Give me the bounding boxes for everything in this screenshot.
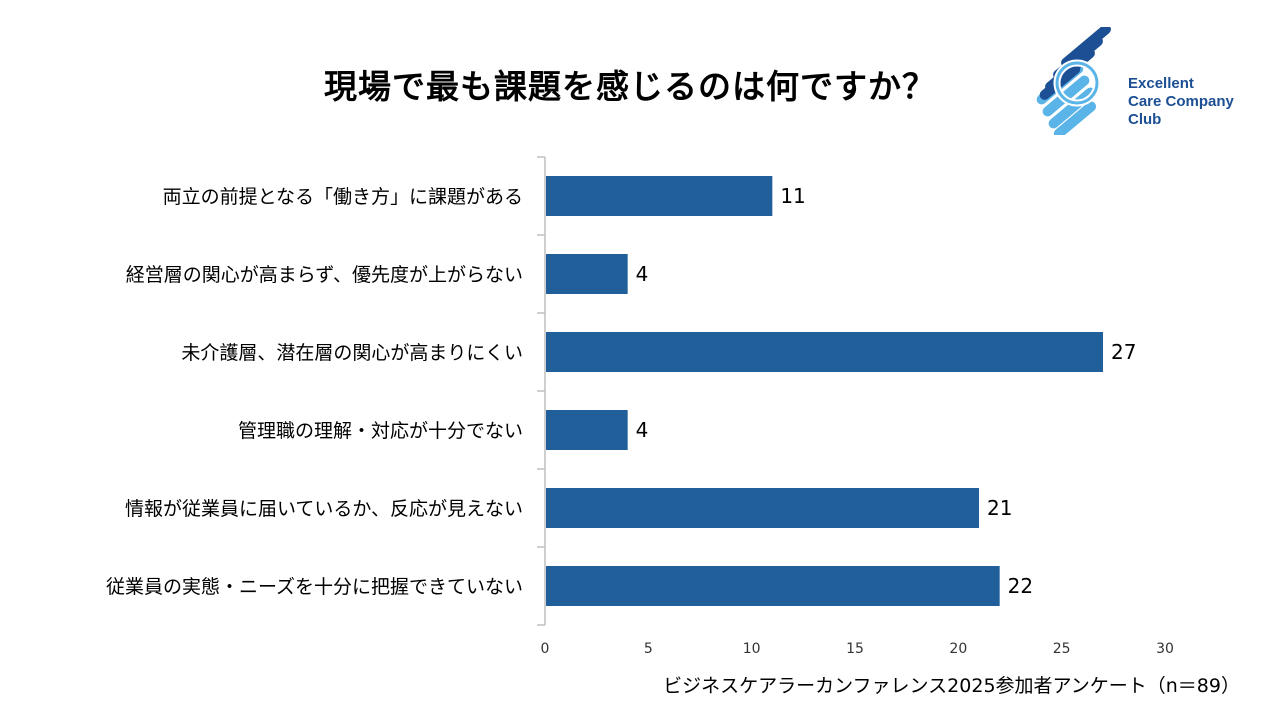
x-tick-label: 20	[949, 641, 967, 657]
bar	[546, 410, 628, 450]
data-label: 4	[636, 262, 649, 286]
x-tick-label: 25	[1053, 641, 1071, 657]
bar	[546, 332, 1103, 372]
bar	[546, 254, 628, 294]
logo-line-2: Care Company	[1128, 93, 1234, 110]
data-label: 11	[780, 184, 805, 208]
logo-wordmark: Excellent Care Company Club	[1128, 75, 1234, 129]
x-tick-label: 30	[1156, 641, 1174, 657]
data-label: 27	[1111, 340, 1136, 364]
source-footnote: ビジネスケアラーカンファレンス2025参加者アンケート（n＝89）	[663, 675, 1240, 697]
x-tick-label: 15	[846, 641, 864, 657]
category-label: 経営層の関心が高まらず、優先度が上がらない	[126, 264, 523, 286]
logo-line-1: Excellent	[1128, 75, 1194, 92]
x-tick-label: 5	[644, 641, 653, 657]
bar	[546, 176, 773, 216]
page-title: 現場で最も課題を感じるのは何ですか？	[324, 67, 936, 106]
data-label: 4	[636, 418, 649, 442]
category-label: 未介護層、潜在層の関心が高まりにくい	[181, 342, 523, 364]
hands-logo-icon	[1036, 24, 1111, 139]
data-label: 21	[987, 496, 1012, 520]
x-tick-label: 0	[541, 641, 550, 657]
data-label: 22	[1008, 574, 1033, 598]
category-label: 管理職の理解・対応が十分でない	[238, 420, 523, 442]
category-label: 情報が従業員に届いているか、反応が見えない	[125, 498, 523, 520]
logo-line-3: Club	[1128, 111, 1162, 128]
bar	[546, 488, 979, 528]
category-label: 従業員の実態・ニーズを十分に把握できていない	[106, 576, 523, 598]
category-label: 両立の前提となる「働き方」に課題がある	[163, 186, 523, 208]
x-tick-label: 10	[743, 641, 761, 657]
logo: Excellent Care Company Club	[1025, 24, 1250, 139]
bar	[546, 566, 1000, 606]
